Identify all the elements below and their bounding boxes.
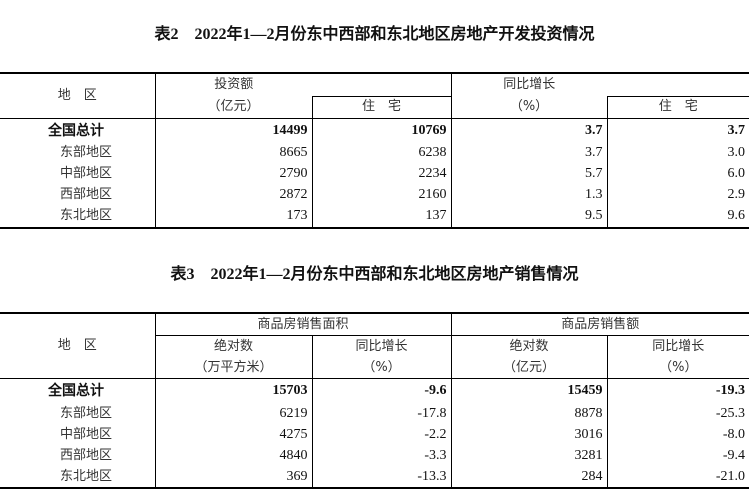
area-cell: 15703 (154, 378, 312, 403)
table-row: 东北地区 369 -13.3 284 -21.0 (0, 466, 749, 488)
table-row: 东北地区 173 137 9.5 9.6 (0, 205, 749, 228)
header-investment-unit: （亿元） (154, 96, 312, 119)
invest-cell: 173 (154, 205, 312, 228)
sales-cell: 3281 (450, 445, 608, 466)
header-area-growth: 同比增长 (311, 335, 452, 357)
header-sales-growth: 同比增长 (606, 335, 749, 357)
residential-cell: 2234 (311, 163, 451, 185)
sales-cell: 8878 (450, 403, 608, 424)
region-cell: 全国总计 (48, 122, 104, 139)
table3-title: 表3 2022年1—2月份东中西部和东北地区房地产销售情况 (170, 266, 579, 283)
region-cell: 东部地区 (60, 405, 113, 421)
header-sales-amount: 商品房销售额 (450, 313, 749, 336)
sales-growth-cell: -19.3 (606, 378, 749, 403)
header-sales-unit: （亿元） (450, 357, 608, 379)
invest-cell: 2872 (154, 184, 312, 206)
header-investment: 投资额 (154, 73, 312, 96)
area-cell: 4275 (154, 424, 312, 445)
table-row: 东部地区 8665 6238 3.7 3.0 (0, 142, 749, 164)
residential-growth-cell: 3.7 (606, 118, 749, 143)
residential-cell: 2160 (311, 184, 451, 206)
residential-growth-cell: 2.9 (606, 184, 749, 206)
invest-cell: 2790 (154, 163, 312, 185)
region-cell: 西部地区 (60, 187, 113, 202)
area-growth-cell: -2.2 (311, 424, 452, 445)
area-cell: 369 (154, 466, 312, 488)
table-row: 中部地区 4275 -2.2 3016 -8.0 (0, 424, 749, 445)
area-growth-cell: -17.8 (311, 403, 452, 424)
invest-cell: 8665 (154, 142, 312, 164)
region-cell: 中部地区 (60, 166, 113, 181)
area-growth-cell: -13.3 (311, 466, 452, 488)
residential-growth-cell: 3.0 (606, 142, 749, 164)
area-cell: 4840 (154, 445, 312, 466)
residential-growth-cell: 6.0 (606, 163, 749, 185)
growth-cell: 1.3 (450, 184, 607, 206)
table-row: 中部地区 2790 2234 5.7 6.0 (0, 163, 749, 185)
table-row: 西部地区 2872 2160 1.3 2.9 (0, 184, 749, 206)
header-sales-area: 商品房销售面积 (154, 313, 452, 336)
header-area-abs: 绝对数 (154, 335, 312, 357)
region-cell: 全国总计 (48, 383, 104, 399)
growth-cell: 3.7 (450, 118, 607, 143)
region-cell: 东北地区 (60, 208, 113, 223)
table2-investment: 地 区 投资额 同比增长 （亿元） 住 宅 （%） 住 宅 全国总计 14499 1… (0, 72, 749, 229)
sales-cell: 284 (450, 466, 608, 488)
header-residential: 住 宅 (311, 96, 451, 119)
area-growth-cell: -3.3 (311, 445, 452, 466)
area-cell: 6219 (154, 403, 312, 424)
table-row: 全国总计 15703 -9.6 15459 -19.3 (0, 378, 749, 403)
growth-cell: 3.7 (450, 142, 607, 164)
header-area-pct: （%） (311, 357, 452, 379)
sales-growth-cell: -9.4 (606, 445, 749, 466)
sales-growth-cell: -21.0 (606, 466, 749, 488)
growth-cell: 9.5 (450, 205, 607, 228)
region-cell: 东北地区 (60, 468, 113, 484)
header-region: 地 区 (0, 313, 155, 379)
header-growth: 同比增长 (450, 73, 607, 96)
area-growth-cell: -9.6 (311, 378, 452, 403)
invest-cell: 14499 (154, 118, 312, 143)
header-region: 地 区 (0, 73, 155, 119)
header-area-unit: （万平方米） (154, 357, 312, 379)
residential-cell: 6238 (311, 142, 451, 164)
sales-growth-cell: -25.3 (606, 403, 749, 424)
residential-growth-cell: 9.6 (606, 205, 749, 228)
header-sales-pct: （%） (606, 357, 749, 379)
header-residential-growth: 住 宅 (606, 96, 749, 119)
sales-cell: 3016 (450, 424, 608, 445)
residential-cell: 137 (311, 205, 451, 228)
table3-sales: 地 区 商品房销售面积 商品房销售额 绝对数 同比增长 绝对数 同比增长 （万平… (0, 312, 749, 489)
growth-cell: 5.7 (450, 163, 607, 185)
region-cell: 中部地区 (60, 426, 113, 442)
table-row: 全国总计 14499 10769 3.7 3.7 (0, 118, 749, 143)
table-row: 西部地区 4840 -3.3 3281 -9.4 (0, 445, 749, 466)
region-cell: 东部地区 (60, 145, 113, 160)
table-row: 东部地区 6219 -17.8 8878 -25.3 (0, 403, 749, 424)
header-sales-abs: 绝对数 (450, 335, 608, 357)
header-growth-unit: （%） (450, 96, 607, 119)
sales-growth-cell: -8.0 (606, 424, 749, 445)
residential-cell: 10769 (311, 118, 451, 143)
sales-cell: 15459 (450, 378, 608, 403)
region-cell: 西部地区 (60, 447, 113, 463)
table2-title: 表2 2022年1—2月份东中西部和东北地区房地产开发投资情况 (154, 26, 595, 43)
